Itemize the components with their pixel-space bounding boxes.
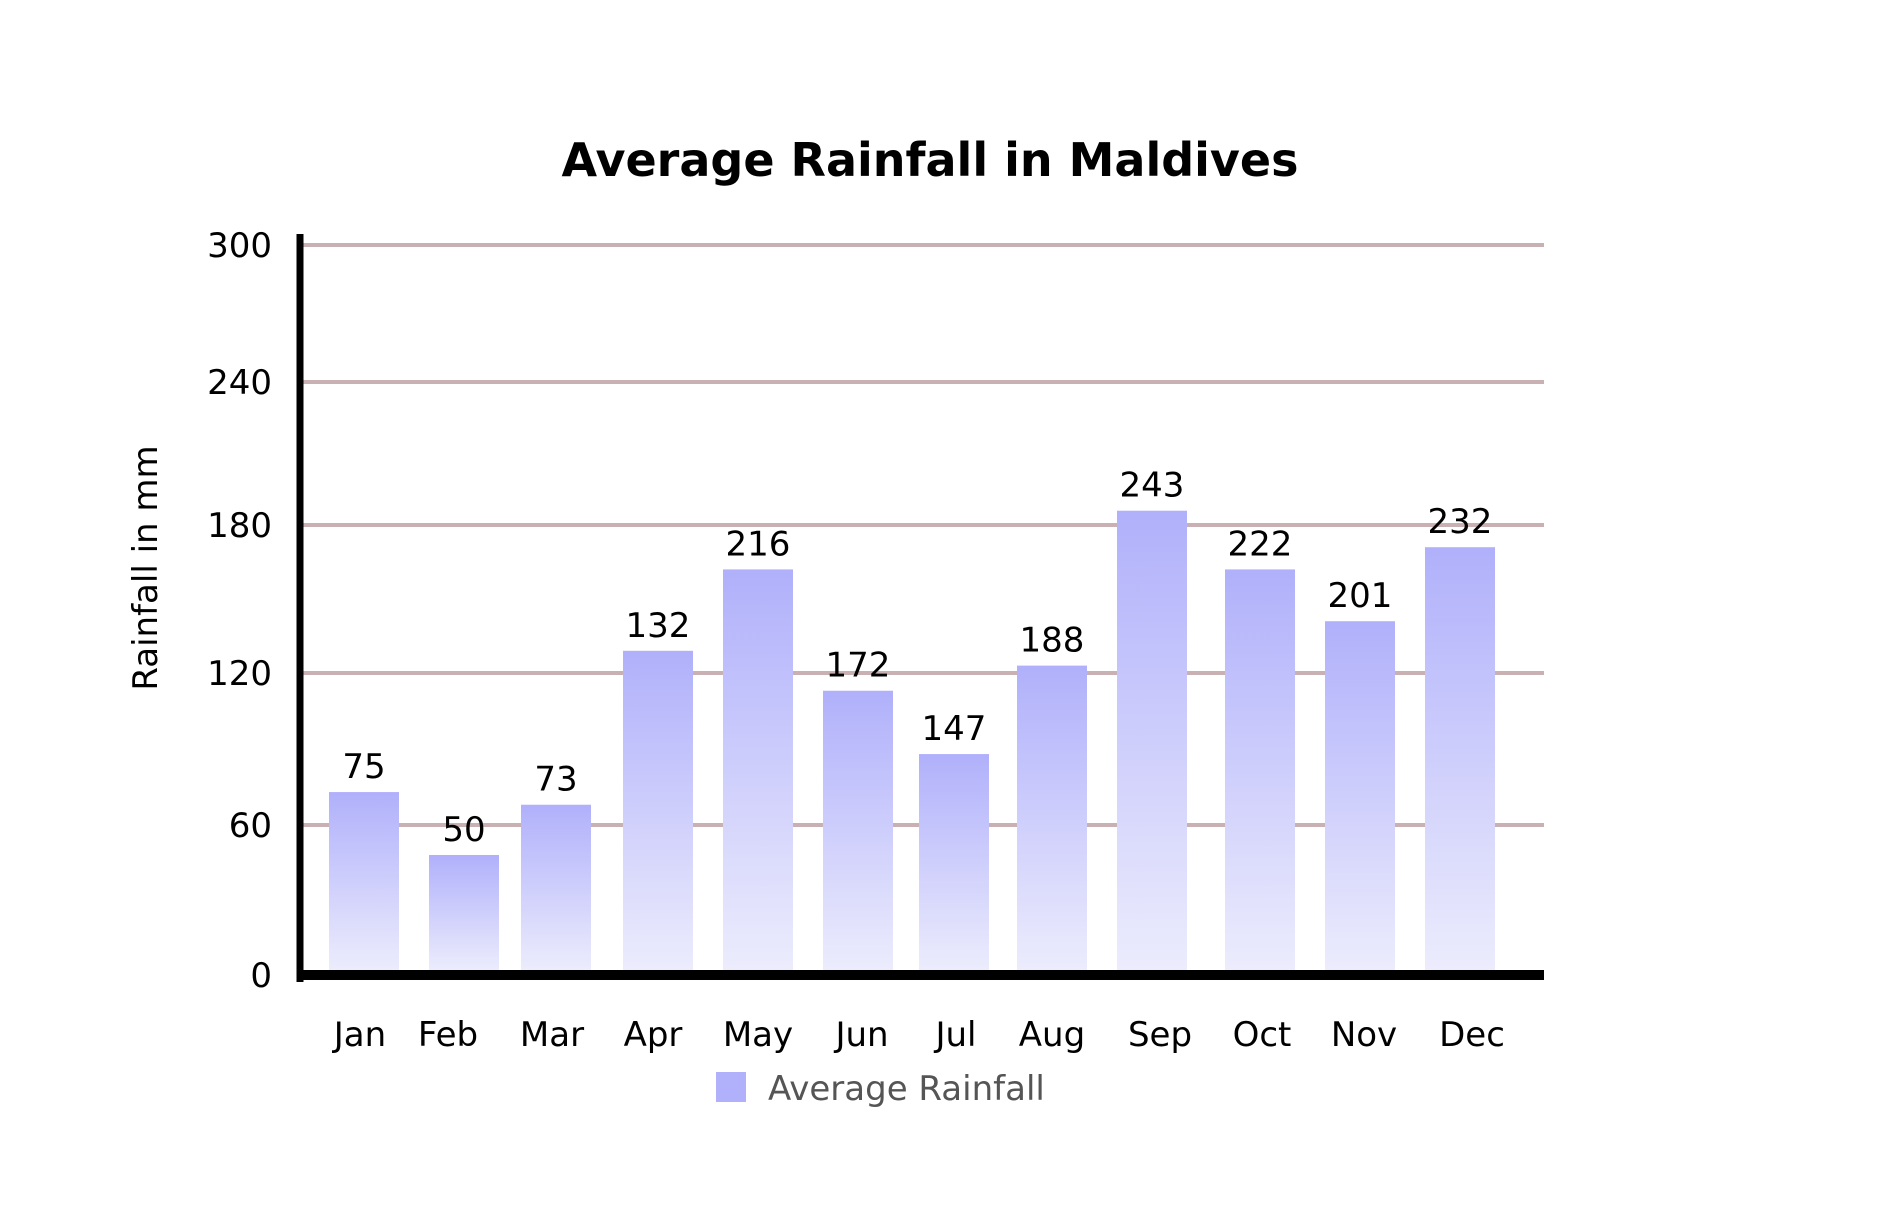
x-tick-label-oct: Oct bbox=[1233, 1015, 1292, 1055]
x-tick-label-jun: Jun bbox=[833, 1015, 888, 1055]
bar-dec bbox=[1425, 547, 1495, 970]
bar-nov bbox=[1325, 621, 1395, 970]
y-tick-label: 300 bbox=[207, 226, 272, 266]
bar-jul bbox=[919, 754, 989, 970]
x-tick-label-sep: Sep bbox=[1128, 1015, 1192, 1055]
y-tick-label: 120 bbox=[207, 654, 272, 694]
data-label-may: 216 bbox=[726, 524, 791, 564]
x-tick-label-mar: Mar bbox=[520, 1015, 584, 1055]
bar-jun bbox=[823, 690, 893, 970]
y-tick-label: 0 bbox=[250, 956, 272, 996]
y-tick-labels: 0 60 120 180 240 300 bbox=[207, 226, 272, 996]
legend-label: Average Rainfall bbox=[768, 1069, 1045, 1109]
legend-swatch bbox=[716, 1072, 746, 1102]
legend: Average Rainfall bbox=[716, 1069, 1045, 1109]
y-tick-label: 240 bbox=[207, 363, 272, 403]
bars bbox=[329, 510, 1495, 970]
x-tick-label-aug: Aug bbox=[1019, 1015, 1085, 1055]
data-label-feb: 50 bbox=[442, 810, 485, 850]
data-label-aug: 188 bbox=[1020, 621, 1085, 661]
data-label-jan: 75 bbox=[342, 747, 385, 787]
bar-oct bbox=[1225, 569, 1295, 970]
y-axis-label: Rainfall in mm bbox=[126, 445, 166, 690]
data-label-jun: 172 bbox=[826, 646, 891, 686]
data-label-nov: 201 bbox=[1328, 576, 1393, 616]
y-tick-label: 180 bbox=[207, 506, 272, 546]
bar-jan bbox=[329, 792, 399, 970]
chart-title: Average Rainfall in Maldives bbox=[562, 133, 1299, 187]
bar-sep bbox=[1117, 510, 1187, 970]
bar-mar bbox=[521, 804, 591, 970]
x-tick-label-nov: Nov bbox=[1331, 1015, 1397, 1055]
bar-apr bbox=[623, 650, 693, 970]
bar-aug bbox=[1017, 665, 1087, 970]
bar-feb bbox=[429, 855, 499, 970]
data-label-apr: 132 bbox=[626, 606, 691, 646]
data-labels: 75 50 73 132 216 172 147 188 243 222 201 232 bbox=[342, 466, 1492, 850]
data-label-oct: 222 bbox=[1228, 524, 1293, 564]
x-category-labels: Jan Feb Mar Apr May Jun Jul Aug Sep Oct Nov Dec bbox=[332, 1015, 1505, 1055]
x-tick-label-apr: Apr bbox=[624, 1015, 683, 1055]
x-tick-label-feb: Feb bbox=[418, 1015, 478, 1055]
data-label-jul: 147 bbox=[922, 709, 987, 749]
x-tick-label-jul: Jul bbox=[933, 1015, 976, 1055]
x-tick-label-may: May bbox=[723, 1015, 793, 1055]
y-tick-label: 60 bbox=[229, 806, 272, 846]
x-tick-label-jan: Jan bbox=[332, 1015, 386, 1055]
data-label-dec: 232 bbox=[1428, 502, 1493, 542]
x-tick-label-dec: Dec bbox=[1439, 1015, 1505, 1055]
bar-may bbox=[723, 569, 793, 970]
data-label-sep: 243 bbox=[1120, 466, 1185, 506]
data-label-mar: 73 bbox=[534, 760, 577, 800]
